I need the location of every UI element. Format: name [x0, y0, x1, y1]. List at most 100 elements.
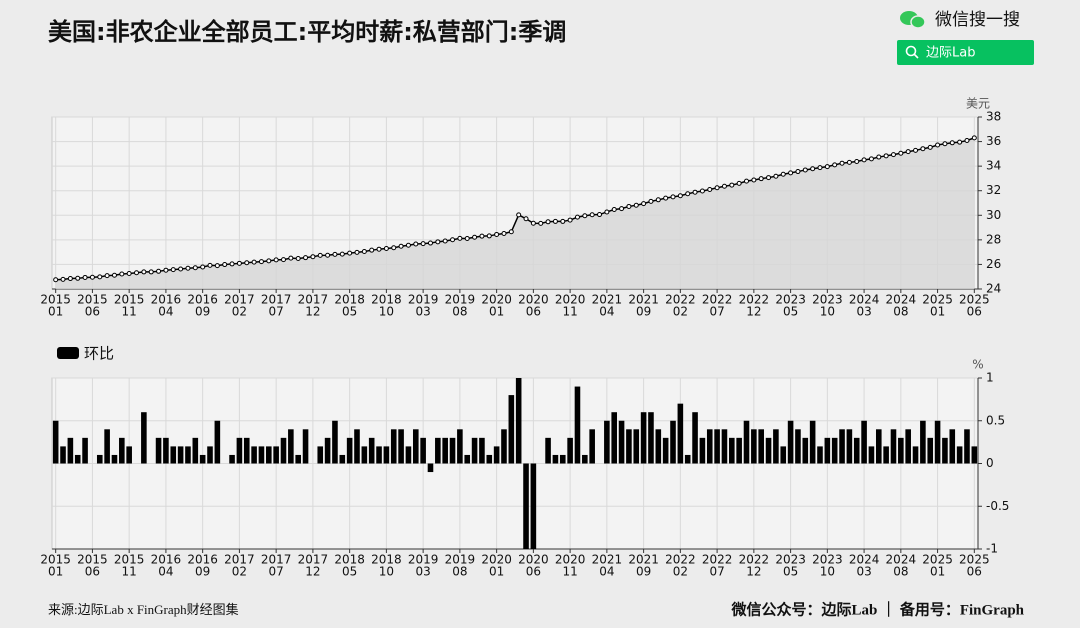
- x-tick-label: 03: [856, 565, 871, 579]
- bar: [376, 446, 382, 464]
- area: [55, 137, 975, 289]
- x-tick-label: 04: [599, 305, 614, 319]
- x-tick-label: 2024: [849, 553, 880, 567]
- bar: [442, 437, 448, 464]
- bar: [273, 446, 279, 464]
- x-tick-label: 2020: [555, 293, 586, 307]
- marker: [141, 269, 147, 275]
- bar: [559, 454, 566, 464]
- marker: [273, 257, 279, 263]
- x-tick-label: 2020: [481, 553, 512, 567]
- marker: [898, 150, 904, 156]
- x-tick-label: 2024: [849, 293, 880, 307]
- search-icon: [905, 45, 919, 59]
- bar: [398, 429, 404, 464]
- marker: [802, 167, 808, 173]
- marker: [332, 251, 338, 257]
- marker: [971, 135, 977, 141]
- marker: [53, 277, 59, 283]
- bar: [457, 429, 463, 464]
- bar: [104, 429, 110, 464]
- x-tick-label: 2015: [114, 293, 145, 307]
- x-tick-label: 2023: [775, 293, 806, 307]
- marker: [707, 186, 713, 192]
- bar: [567, 437, 573, 464]
- marker: [890, 152, 896, 158]
- bar: [427, 463, 434, 473]
- marker: [207, 262, 213, 268]
- bar: [530, 463, 537, 549]
- bar: [861, 420, 867, 464]
- x-tick-label: 2015: [77, 293, 108, 307]
- marker: [317, 252, 323, 258]
- x-tick-label: 09: [636, 305, 651, 319]
- bar: [956, 446, 963, 464]
- bar: [339, 454, 346, 464]
- bar: [486, 454, 493, 464]
- marker: [641, 201, 647, 207]
- x-tick-label: 08: [452, 565, 467, 579]
- x-tick-label: 01: [48, 565, 63, 579]
- bar: [640, 412, 647, 464]
- bar: [346, 437, 353, 464]
- marker: [420, 241, 426, 247]
- x-tick-label: 2019: [445, 553, 476, 567]
- x-tick-label: 2023: [812, 553, 843, 567]
- marker: [523, 216, 529, 222]
- marker: [677, 193, 683, 199]
- x-tick-label: 06: [967, 565, 982, 579]
- bar: [905, 429, 911, 464]
- y-tick-label: -0.5: [986, 499, 1009, 513]
- marker: [229, 261, 235, 267]
- bar: [67, 437, 74, 464]
- bar: [729, 437, 735, 464]
- x-tick-label: 2016: [151, 293, 182, 307]
- x-tick-label: 07: [269, 565, 284, 579]
- x-tick-label: 08: [452, 305, 467, 319]
- x-tick-label: 10: [820, 305, 835, 319]
- marker: [736, 180, 742, 186]
- x-tick-label: 03: [415, 305, 430, 319]
- bar: [405, 446, 412, 464]
- bar: [765, 437, 772, 464]
- bar: [780, 446, 787, 464]
- x-tick-label: 01: [930, 565, 945, 579]
- x-tick-label: 2022: [665, 553, 696, 567]
- search-text[interactable]: 边际Lab: [926, 46, 975, 61]
- x-tick-label: 2022: [739, 293, 770, 307]
- bar: [912, 446, 919, 464]
- bar: [662, 437, 669, 464]
- bar: [288, 429, 294, 464]
- y-tick-label: 36: [986, 134, 1001, 148]
- x-tick-label: 2019: [408, 293, 439, 307]
- bar: [420, 437, 426, 464]
- x-tick-label: 04: [158, 565, 173, 579]
- bar: [898, 437, 904, 464]
- marker: [163, 267, 169, 273]
- marker: [383, 245, 389, 251]
- x-tick-label: 11: [562, 305, 577, 319]
- marker: [281, 257, 286, 263]
- marker: [501, 230, 507, 236]
- bar: [787, 420, 794, 464]
- search-badge[interactable]: [897, 40, 1034, 65]
- bar: [52, 420, 59, 464]
- marker: [244, 260, 250, 266]
- x-tick-label: 07: [269, 305, 284, 319]
- marker: [538, 220, 544, 226]
- marker: [200, 264, 206, 270]
- bar: [354, 429, 360, 464]
- bar: [721, 429, 728, 464]
- marker: [670, 194, 676, 200]
- bar: [868, 446, 875, 464]
- marker: [427, 240, 433, 246]
- x-tick-label: 05: [783, 565, 798, 579]
- marker: [442, 238, 448, 244]
- bar: [96, 454, 103, 464]
- marker: [134, 270, 140, 276]
- marker: [236, 260, 242, 266]
- bar: [714, 429, 720, 464]
- x-tick-label: 11: [122, 565, 137, 579]
- bar: [111, 454, 118, 464]
